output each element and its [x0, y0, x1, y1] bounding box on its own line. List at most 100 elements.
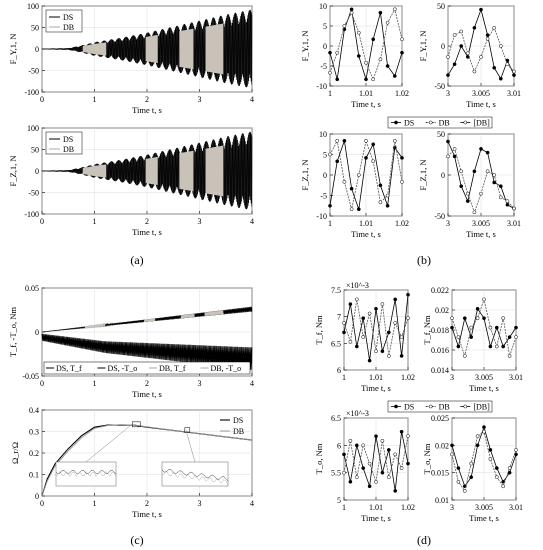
panel-label-b: (b) [417, 253, 431, 267]
y-tick-label: -50 [28, 67, 39, 76]
x-tick-label: 1.01 [369, 373, 383, 382]
legend-label-DB: DB [63, 145, 74, 154]
point-DS [378, 183, 383, 188]
legend-label: [DB] [473, 119, 490, 128]
point-DB [406, 316, 410, 321]
point-DS [335, 77, 340, 82]
x-tick-label: 0 [40, 217, 44, 226]
point-DB [479, 191, 483, 196]
point-DB [472, 69, 477, 74]
point-DB [406, 434, 410, 439]
x-tick-label: 3 [198, 95, 202, 104]
y-tick-label: 5.5 [331, 469, 341, 478]
point-DS [349, 186, 354, 191]
point-DS [485, 33, 490, 37]
y-tick-label: 0.4 [29, 406, 39, 415]
y-axis-label: T_o, Nm [314, 443, 324, 474]
series-DB-line [179, 150, 194, 192]
point-DS [385, 203, 390, 208]
y-axis-label: F_Y,1, N [418, 31, 428, 62]
legend-label: DS [404, 403, 414, 412]
point-DB [399, 466, 404, 470]
x-tick-label: 2 [145, 95, 149, 104]
point-DB [475, 434, 480, 439]
point-DB [354, 297, 359, 302]
point-DS [356, 207, 361, 212]
point-DB [364, 60, 368, 65]
series-DB-line [205, 23, 224, 75]
point-DS [514, 325, 518, 330]
y-tick-label: -10 [316, 212, 327, 221]
y-tick-label: 50 [437, 130, 445, 139]
point-DB [380, 302, 385, 306]
x-tick-label: 1.02 [395, 219, 409, 228]
y-tick-label: 0.2 [29, 449, 39, 458]
x-tick-label: 1.02 [401, 373, 415, 382]
point-DB [393, 321, 398, 325]
y-tick-label: 0.022 [431, 286, 449, 295]
point-DS [501, 344, 506, 349]
point-DS [492, 180, 497, 185]
legend-box [387, 400, 493, 413]
legend-label: DB [439, 119, 450, 128]
y-tick-label: 0.02 [435, 441, 449, 450]
point-DS [479, 7, 483, 12]
point-DS [494, 325, 499, 330]
y-tick-label: -100 [24, 210, 39, 219]
series-DS-To-line [41, 333, 253, 370]
x-tick-label: 1 [93, 499, 97, 508]
point-DS [364, 156, 368, 160]
point-DB [450, 316, 454, 321]
x-tick-label: 3.01 [509, 373, 523, 382]
x-axis-label: Time t, s [469, 513, 499, 523]
legend-box [43, 361, 251, 375]
point-DB [507, 466, 512, 470]
x-tick-label: 1 [93, 95, 97, 104]
point-DB [501, 484, 506, 489]
y-tick-label: 7.5 [331, 286, 341, 295]
point-DB [488, 457, 493, 461]
point-DS [498, 76, 503, 81]
y-tick-label: -5 [320, 62, 327, 71]
point-DS [456, 344, 461, 349]
point-DS [348, 479, 353, 484]
point-DS [479, 147, 483, 151]
x-tick-label: 3.005 [472, 89, 490, 98]
x-tick-label: 4 [250, 217, 254, 226]
point-DS [371, 142, 376, 147]
y-tick-label: 0.016 [431, 346, 449, 355]
plot-c2 [41, 409, 253, 497]
point-DS [385, 64, 390, 68]
point-DS [475, 306, 480, 311]
legend-label-DB: DB [233, 427, 244, 436]
x-axis-label: Time t, s [466, 229, 496, 239]
x-tick-label: 0 [40, 379, 44, 388]
x-axis-label: Time t, s [132, 389, 162, 399]
point-DB [488, 325, 493, 330]
point-DB [498, 44, 503, 48]
series-DB-Tf-line [180, 313, 195, 319]
point-DB [335, 138, 340, 143]
series-DB-line [329, 139, 403, 210]
axis-exponent: ×10^-3 [346, 409, 369, 418]
y-tick-label: 0 [323, 42, 327, 51]
point-DB [367, 461, 372, 466]
y-tick-label: 6 [337, 441, 341, 450]
point-DB [400, 179, 404, 184]
point-DB [485, 36, 490, 41]
point-DS [494, 466, 499, 470]
point-DB [342, 179, 347, 184]
y-tick-label: 5 [337, 496, 341, 505]
point-DB [348, 438, 353, 443]
y-tick-label: 0 [35, 45, 39, 54]
legend-label: DS, T_f [56, 364, 82, 373]
point-DS [507, 470, 512, 475]
legend-marker [394, 120, 398, 125]
zoom-connector [185, 429, 196, 463]
point-DS [386, 330, 391, 335]
point-DS [406, 292, 410, 297]
y-tick-label: 0.3 [29, 428, 39, 437]
point-DS [335, 159, 340, 164]
point-DS [399, 354, 404, 358]
x-axis-label: Time t, s [132, 105, 162, 115]
